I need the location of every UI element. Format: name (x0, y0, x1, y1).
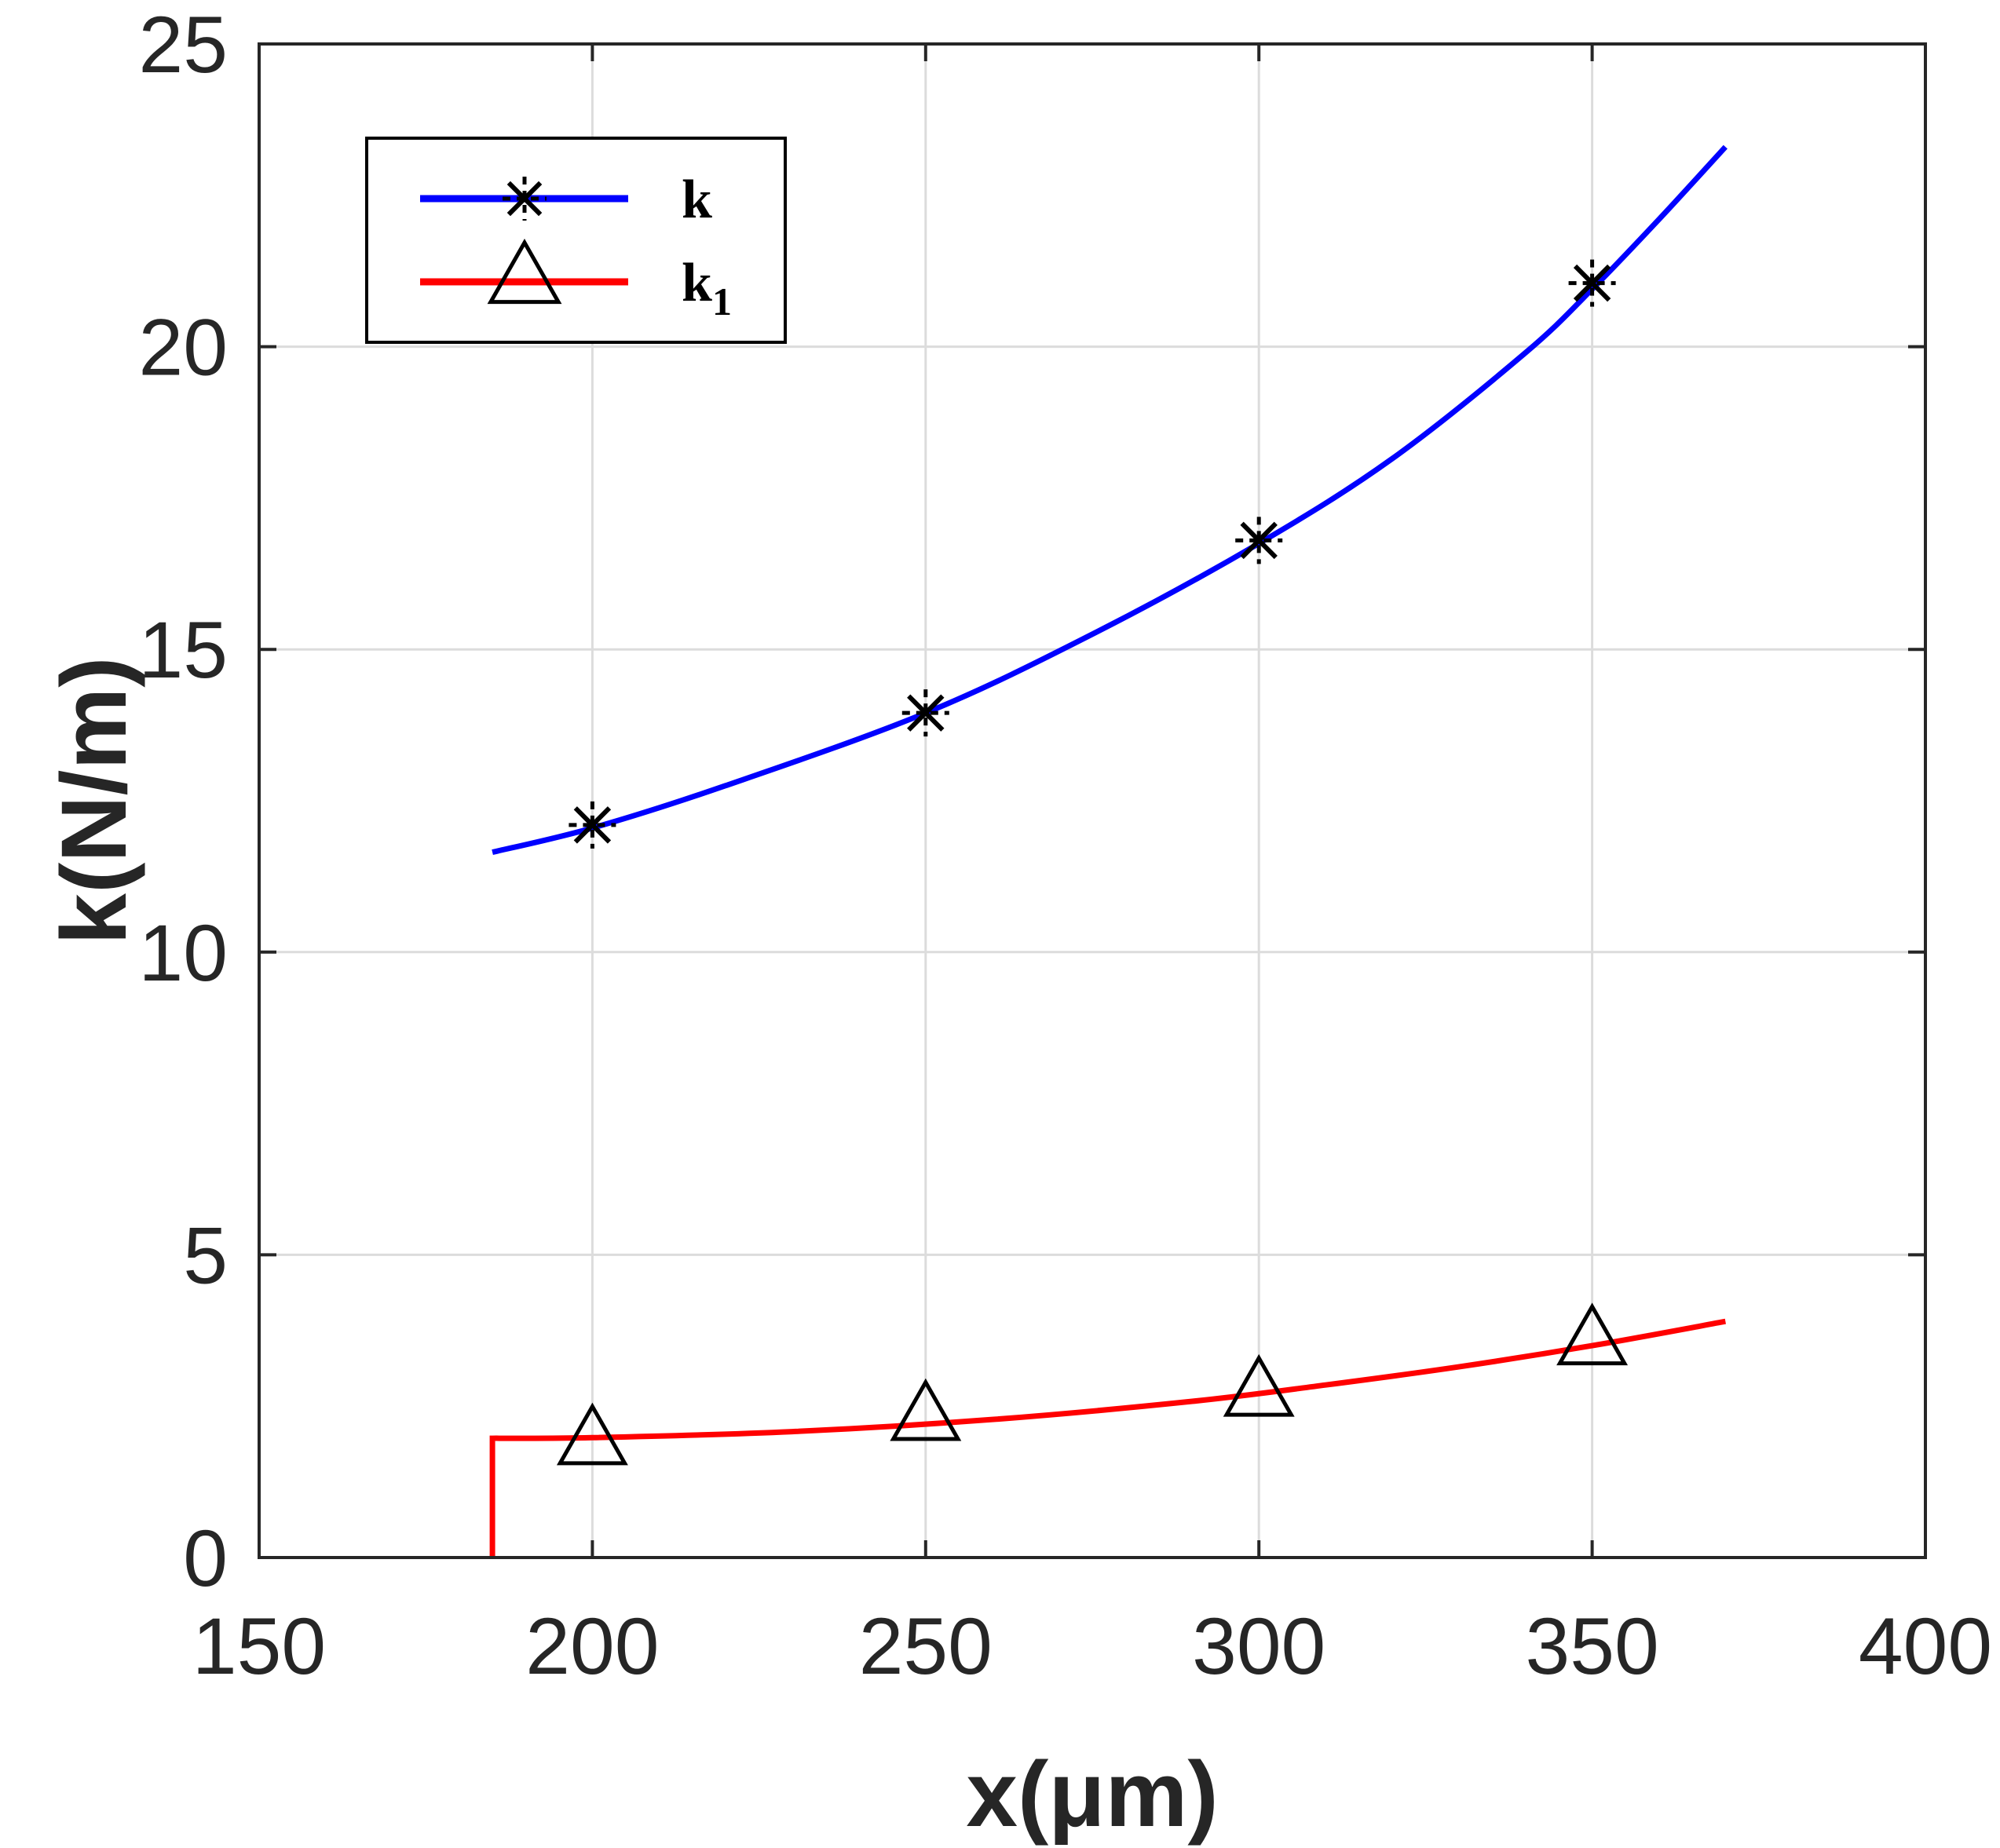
x-tick-label: 150 (192, 1601, 326, 1691)
asterisk-stroke (1240, 521, 1278, 560)
asterisk-stroke (907, 694, 945, 732)
series-line-k1 (489, 1318, 1726, 1558)
y-tick-label: 0 (183, 1514, 228, 1603)
legend-label-subscript: 1 (712, 279, 732, 323)
x-tick-label: 250 (859, 1601, 993, 1691)
x-tick-label: 350 (1526, 1601, 1659, 1691)
legend-items: kk1 (420, 170, 732, 323)
x-tick-label: 300 (1192, 1601, 1325, 1691)
marker-k (1235, 517, 1283, 564)
legend-label-k1: k1 (682, 253, 732, 323)
x-tick-label: 200 (525, 1601, 659, 1691)
marker-k1 (1223, 1353, 1295, 1417)
y-tick-label: 5 (183, 1211, 228, 1300)
tick-labels: 150 200 250 300 350 400 0 5 10 15 20 25 (139, 0, 1993, 1691)
marker-k1 (1556, 1302, 1629, 1366)
marker-k (569, 801, 616, 849)
grid (259, 44, 1925, 1558)
asterisk-stroke (573, 806, 612, 844)
ticks (258, 42, 1927, 1559)
marker-k (1568, 259, 1616, 307)
asterisk-stroke (1573, 264, 1611, 302)
x-tick-label: 400 (1859, 1601, 1992, 1691)
series-layer (489, 144, 1728, 1558)
marker-k1 (556, 1402, 628, 1466)
legend-label-main: k (682, 253, 712, 313)
legend-box (365, 137, 787, 344)
legend: kk1 (365, 137, 787, 344)
marker-k1 (890, 1378, 962, 1441)
legend-marker-k (503, 177, 547, 221)
legend-label-k: k (682, 170, 712, 230)
y-tick-label: 25 (139, 0, 228, 89)
marker-k (901, 689, 949, 737)
y-tick-label: 15 (139, 605, 228, 695)
y-tick-label: 20 (139, 303, 228, 393)
legend-marker-k1 (487, 238, 562, 305)
x-axis-title: x(μm) (966, 1743, 1218, 1846)
plot-frame (258, 42, 1927, 1559)
y-axis-title: k(N/m) (42, 656, 146, 944)
y-tick-label: 10 (139, 908, 228, 998)
legend-label-main: k (682, 170, 712, 230)
